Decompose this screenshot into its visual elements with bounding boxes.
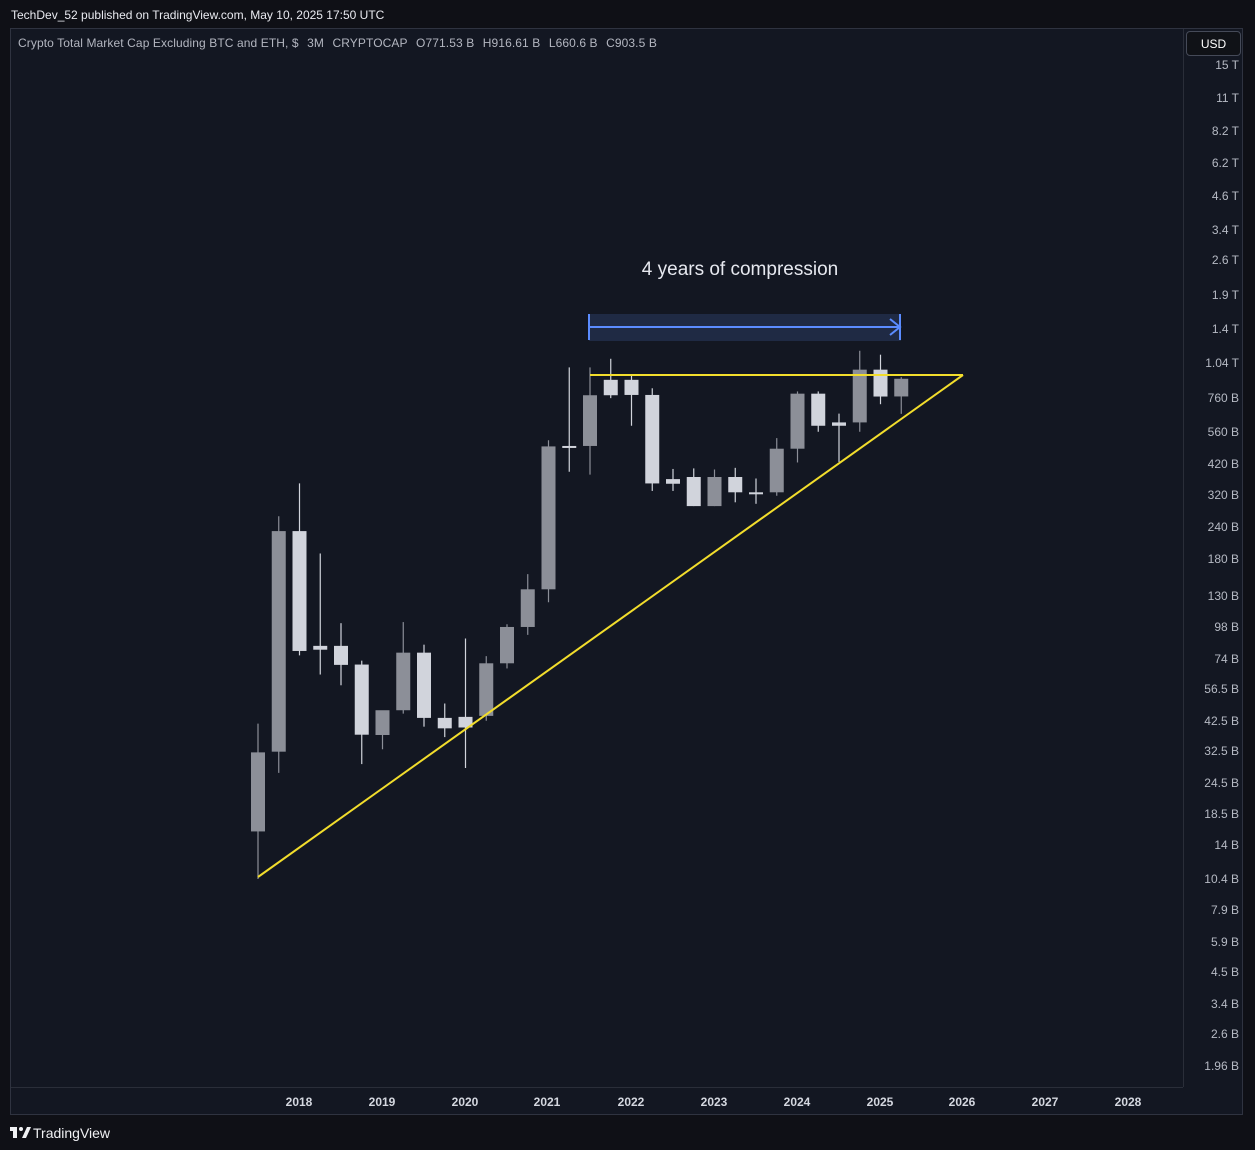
- plot-area[interactable]: [11, 29, 1183, 1087]
- price-tick-label: 1.9 T: [1211, 288, 1239, 302]
- price-tick-label: 42.5 B: [1204, 714, 1239, 728]
- exchange-label[interactable]: CRYPTOCAP: [332, 36, 408, 50]
- price-tick-label: 2.6 T: [1211, 253, 1239, 267]
- top-bar: TechDev_52 published on TradingView.com,…: [0, 0, 1255, 28]
- time-tick-label: 2025: [866, 1095, 894, 1109]
- price-tick-label: 11 T: [1216, 91, 1239, 105]
- price-tick-label: 3.4 T: [1211, 223, 1239, 237]
- time-tick-label: 2022: [617, 1095, 645, 1109]
- time-tick-label: 2026: [948, 1095, 976, 1109]
- price-tick-label: 760 B: [1207, 391, 1239, 405]
- price-tick-label: 6.2 T: [1211, 156, 1239, 170]
- price-tick-label: 130 B: [1207, 589, 1239, 603]
- close-value: C903.5 B: [606, 36, 657, 50]
- price-tick-label: 1.96 B: [1204, 1059, 1239, 1073]
- price-tick-label: 74 B: [1214, 652, 1239, 666]
- time-tick-label: 2027: [1031, 1095, 1059, 1109]
- time-scale[interactable]: [11, 1087, 1183, 1114]
- time-tick-label: 2024: [783, 1095, 811, 1109]
- price-tick-label: 1.4 T: [1211, 322, 1239, 336]
- high-value: H916.61 B: [482, 36, 541, 50]
- price-tick-label: 24.5 B: [1204, 776, 1239, 790]
- price-tick-label: 8.2 T: [1211, 124, 1239, 138]
- low-value: L660.6 B: [548, 36, 598, 50]
- price-tick-label: 10.4 B: [1204, 872, 1239, 886]
- interval-label[interactable]: 3M: [307, 36, 325, 50]
- price-tick-label: 32.5 B: [1204, 744, 1239, 758]
- tradingview-brand[interactable]: TradingView: [33, 1125, 111, 1141]
- compression-annotation[interactable]: 4 years of compression: [641, 259, 839, 280]
- price-tick-label: 420 B: [1207, 457, 1239, 471]
- time-tick-label: 2020: [451, 1095, 479, 1109]
- price-tick-label: 560 B: [1207, 425, 1239, 439]
- bottom-bar: [0, 1115, 1255, 1150]
- tradingview-logo-icon[interactable]: [10, 1125, 32, 1140]
- price-tick-label: 3.4 B: [1210, 997, 1239, 1011]
- price-tick-label: 240 B: [1207, 520, 1239, 534]
- time-tick-label: 2019: [368, 1095, 396, 1109]
- price-tick-label: 7.9 B: [1210, 903, 1239, 917]
- symbol-title[interactable]: Crypto Total Market Cap Excluding BTC an…: [18, 36, 299, 50]
- price-tick-label: 320 B: [1207, 488, 1239, 502]
- price-tick-label: 18.5 B: [1204, 807, 1239, 821]
- price-scale[interactable]: [1183, 29, 1242, 1087]
- price-tick-label: 14 B: [1214, 838, 1239, 852]
- time-tick-label: 2028: [1114, 1095, 1142, 1109]
- price-tick-label: 2.6 B: [1210, 1027, 1239, 1041]
- currency-button[interactable]: USD: [1186, 31, 1241, 56]
- time-tick-label: 2018: [285, 1095, 313, 1109]
- price-tick-label: 180 B: [1207, 552, 1239, 566]
- price-tick-label: 5.9 B: [1210, 935, 1239, 949]
- price-tick-label: 56.5 B: [1204, 682, 1239, 696]
- price-tick-label: 98 B: [1214, 620, 1239, 634]
- price-tick-label: 4.6 T: [1211, 189, 1239, 203]
- symbol-legend[interactable]: Crypto Total Market Cap Excluding BTC an…: [18, 36, 662, 50]
- published-info: TechDev_52 published on TradingView.com,…: [11, 8, 385, 22]
- time-tick-label: 2021: [533, 1095, 561, 1109]
- time-tick-label: 2023: [700, 1095, 728, 1109]
- price-tick-label: 15 T: [1215, 58, 1239, 72]
- price-tick-label: 1.04 T: [1205, 356, 1239, 370]
- price-tick-label: 4.5 B: [1210, 965, 1239, 979]
- open-value: O771.53 B: [416, 36, 475, 50]
